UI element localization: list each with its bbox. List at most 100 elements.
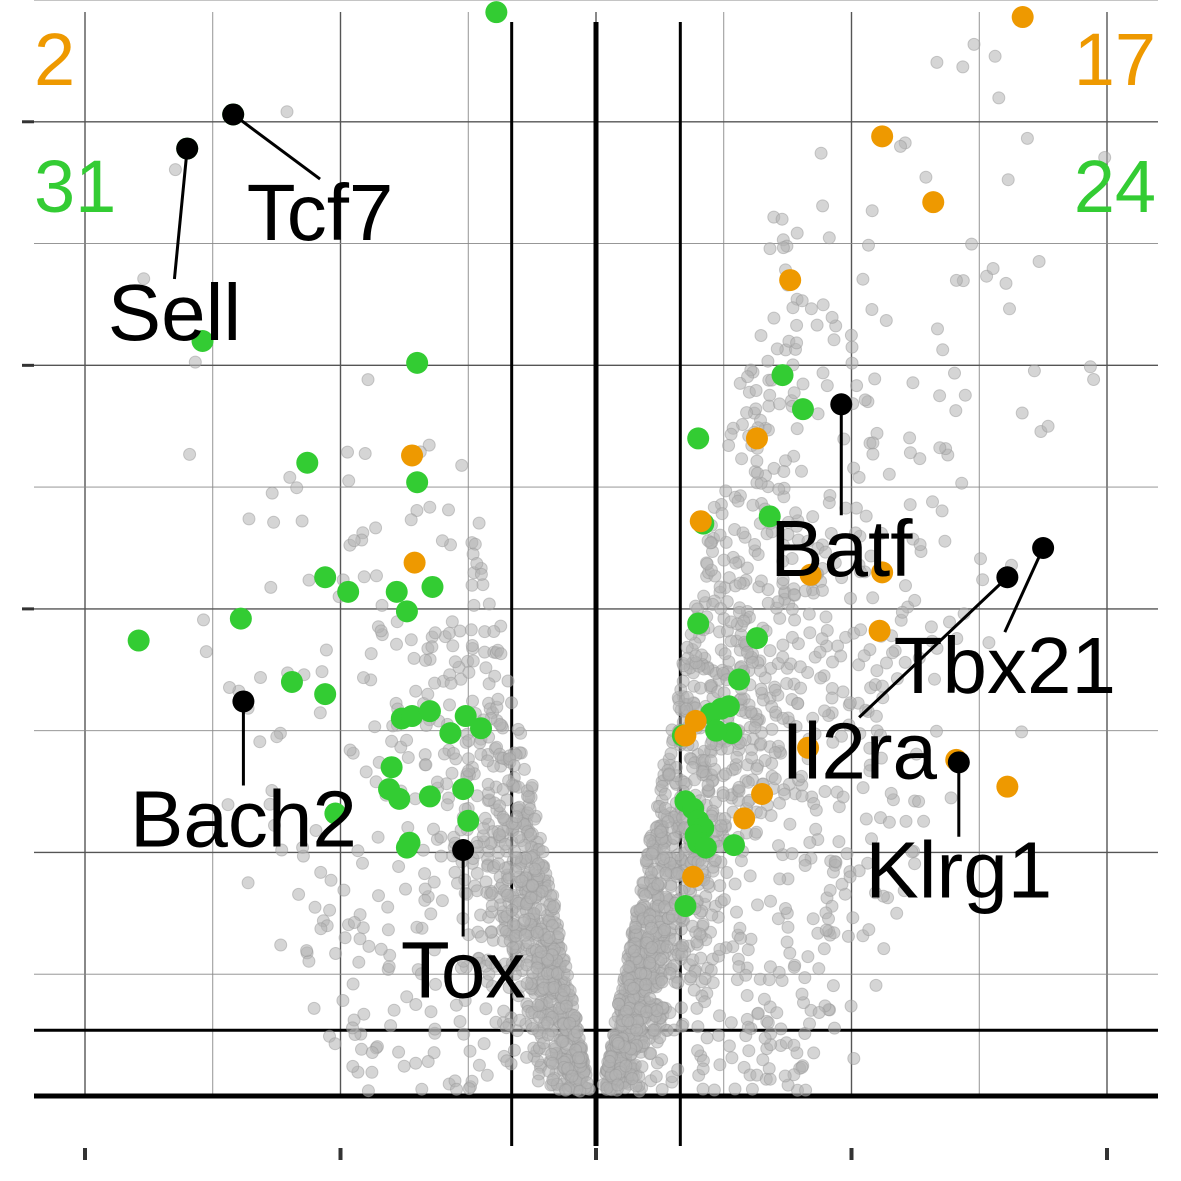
green-point [439,722,462,745]
background-point [440,798,454,812]
green-point [406,471,429,494]
background-point [329,947,343,960]
background-point [651,878,665,891]
background-point [814,146,828,160]
background-point [713,580,727,594]
background-point [559,1083,573,1097]
background-point [866,447,880,461]
background-point [265,486,279,500]
background-point [687,983,701,997]
background-point [415,1082,429,1096]
background-point [713,528,727,542]
background-point [424,1005,438,1019]
background-point [671,1063,685,1077]
background-point [374,624,388,638]
background-point [447,746,460,760]
background-point [908,593,922,607]
background-point [748,721,762,735]
background-point [650,1056,664,1070]
background-point [740,406,754,420]
background-point [948,366,961,380]
background-point [768,772,782,786]
background-point [816,199,830,213]
orange-point [797,736,820,759]
background-point [949,273,963,287]
background-point [841,929,855,943]
background-point [479,661,493,675]
background-point [477,1037,491,1051]
background-point [924,620,938,634]
background-point [741,1020,755,1034]
count-layer: 2 31 17 24 [34,18,1156,228]
background-point [764,894,777,908]
background-point [894,139,907,153]
background-point [912,795,926,808]
background-point [543,995,557,1009]
background-point [688,773,702,787]
background-point [489,1015,503,1029]
background-point [559,960,573,973]
background-point [861,856,875,870]
background-point [835,571,849,585]
labeled-point [947,751,970,774]
green-point [717,695,740,718]
background-point [496,783,510,796]
background-point [795,769,808,783]
background-point [827,333,841,347]
green-point [705,719,728,742]
background-point [401,821,415,834]
background-point [643,956,657,970]
background-point [781,920,795,934]
background-point [359,765,373,779]
background-point [671,976,685,990]
background-point [654,952,668,966]
background-point [525,778,539,792]
background-point [696,1082,710,1096]
background-point [750,454,764,468]
background-point [424,907,438,921]
background-point [906,376,920,390]
green-point [280,670,303,693]
background-point [223,681,236,694]
background-point [899,814,913,828]
background-point [943,615,956,629]
background-point [474,567,488,581]
background-point [292,887,306,901]
background-point [1032,255,1046,268]
background-point [736,526,750,540]
background-point [188,355,202,369]
background-point [740,645,754,659]
background-point [465,639,479,652]
background-point [1083,360,1097,374]
background-point [776,711,790,725]
background-point [751,1006,765,1020]
background-point [314,865,328,879]
background-point [428,676,442,690]
background-point [663,966,677,980]
background-point [658,787,672,801]
background-point [429,977,442,991]
background-point [649,1070,663,1083]
background-point [404,513,418,527]
background-point [337,883,351,897]
green-point [191,329,214,352]
background-point [368,720,382,734]
count-top-left-green: 31 [34,145,116,228]
label-leader-line [232,113,321,181]
label-leader-line [1003,547,1045,633]
background-point [903,446,917,460]
background-point [713,1058,727,1072]
background-point [520,1050,534,1064]
background-point [655,975,669,989]
background-point [862,923,876,937]
gene-label: Tcf7 [247,168,394,257]
background-point [531,998,545,1012]
background-point [346,1021,359,1035]
background-point [740,989,754,1002]
background-point [445,766,459,780]
background-point [1015,406,1029,420]
background-point [356,856,369,870]
background-point [556,1035,570,1048]
background-point [435,894,449,908]
background-point [824,527,838,540]
